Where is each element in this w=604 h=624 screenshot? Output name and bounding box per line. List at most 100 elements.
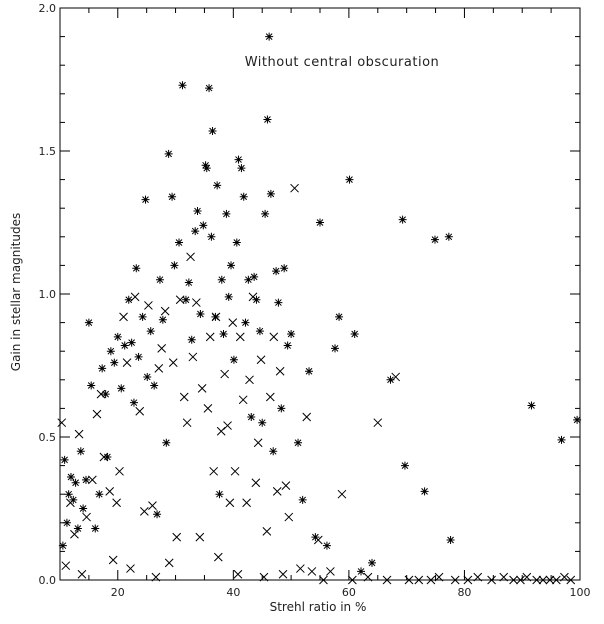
x-point: [160, 306, 170, 316]
x-point: [164, 558, 174, 568]
asterisk-point: [129, 398, 138, 407]
asterisk-point: [117, 384, 126, 393]
asterisk-point: [219, 330, 228, 339]
asterisk-point: [244, 275, 253, 284]
asterisk-point: [202, 164, 211, 173]
x-point: [363, 572, 373, 582]
x-axis-title: Strehl ratio in %: [270, 600, 367, 614]
asterisk-point: [331, 344, 340, 353]
x-point: [532, 575, 542, 585]
asterisk-point: [73, 524, 82, 533]
x-point: [269, 332, 279, 342]
asterisk-point: [71, 478, 80, 487]
asterisk-point: [386, 375, 395, 384]
asterisk-point: [446, 535, 455, 544]
asterisk-point: [430, 235, 439, 244]
x-point: [256, 355, 266, 365]
asterisk-point: [250, 272, 259, 281]
x-point: [238, 395, 248, 405]
asterisk-point: [208, 126, 217, 135]
asterisk-point: [280, 264, 289, 273]
x-point: [70, 529, 79, 539]
asterisk-point: [237, 164, 246, 173]
x-point: [154, 364, 164, 373]
x-point: [337, 489, 347, 499]
asterisk-point: [335, 312, 344, 321]
x-point: [140, 507, 149, 516]
x-point: [96, 389, 106, 399]
asterisk-point: [215, 490, 224, 499]
asterisk-point: [420, 487, 429, 496]
asterisk-point: [82, 475, 90, 484]
asterisk-point: [255, 327, 264, 336]
asterisk-point: [178, 81, 187, 90]
x-point: [278, 569, 288, 579]
x-point: [522, 572, 532, 582]
x-point: [284, 512, 294, 522]
asterisk-point: [298, 495, 307, 504]
x-point: [382, 575, 392, 585]
x-point: [326, 567, 335, 576]
asterisk-point: [150, 381, 159, 390]
asterisk-point: [241, 318, 250, 327]
asterisk-point: [175, 238, 184, 247]
asterisk-point: [557, 435, 566, 444]
x-point: [262, 527, 272, 536]
x-point: [509, 575, 518, 585]
asterisk-point: [181, 295, 190, 304]
x-point: [57, 418, 67, 428]
x-point: [182, 418, 192, 428]
asterisk-point: [398, 215, 407, 224]
chart-annotation: Without central obscuration: [245, 55, 440, 70]
asterisk-point: [269, 447, 278, 456]
x-tick-label: 100: [570, 586, 591, 599]
x-point: [450, 575, 460, 585]
asterisk-point: [247, 412, 256, 421]
asterisk-point: [168, 192, 177, 201]
asterisk-point: [76, 447, 85, 456]
asterisk-point: [272, 267, 281, 276]
x-point: [61, 561, 71, 571]
y-tick-label: 1.5: [39, 145, 57, 158]
asterisk-point: [205, 84, 214, 93]
x-point: [404, 575, 414, 585]
asterisk-point: [101, 390, 110, 399]
x-point: [228, 318, 238, 327]
asterisk-point: [261, 209, 270, 218]
x-point: [188, 352, 198, 362]
asterisk-point: [196, 310, 205, 319]
x-point: [566, 575, 576, 585]
asterisk-point: [287, 330, 296, 339]
asterisk-point: [263, 115, 272, 124]
x-point: [281, 481, 291, 490]
asterisk-point: [79, 504, 88, 513]
asterisk-point: [274, 298, 283, 307]
asterisk-point: [162, 438, 171, 447]
asterisk-point: [222, 209, 231, 218]
x-point: [248, 292, 258, 302]
x-point: [391, 372, 401, 382]
x-point: [463, 575, 473, 585]
asterisk-point: [277, 404, 286, 413]
x-point: [192, 298, 201, 307]
x-point: [82, 512, 91, 522]
x-point: [186, 252, 195, 262]
asterisk-point: [316, 218, 324, 227]
asterisk-point: [158, 315, 167, 324]
x-point: [348, 575, 357, 585]
asterisk-point: [110, 358, 119, 367]
asterisk-point: [62, 518, 71, 527]
x-point: [211, 312, 221, 322]
x-point: [302, 412, 312, 422]
asterisk-point: [64, 490, 73, 499]
asterisk-point: [345, 175, 354, 184]
asterisk-point: [368, 558, 376, 567]
asterisk-point: [207, 232, 216, 241]
x-point: [66, 498, 75, 508]
x-point: [172, 532, 182, 542]
x-point: [233, 569, 243, 579]
asterisk-point: [258, 418, 267, 427]
x-point: [203, 404, 213, 413]
asterisk-point: [224, 292, 233, 301]
